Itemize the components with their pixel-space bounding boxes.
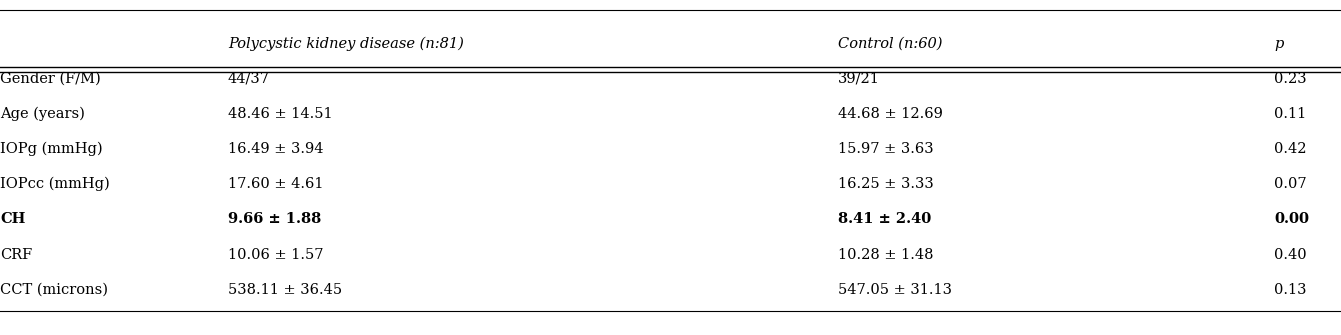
Text: CCT (microns): CCT (microns) bbox=[0, 283, 109, 297]
Text: 39/21: 39/21 bbox=[838, 72, 880, 86]
Text: Polycystic kidney disease (n:81): Polycystic kidney disease (n:81) bbox=[228, 37, 464, 51]
Text: 48.46 ± 14.51: 48.46 ± 14.51 bbox=[228, 107, 333, 121]
Text: 10.28 ± 1.48: 10.28 ± 1.48 bbox=[838, 248, 933, 262]
Text: 9.66 ± 1.88: 9.66 ± 1.88 bbox=[228, 212, 322, 226]
Text: 0.07: 0.07 bbox=[1274, 177, 1306, 191]
Text: IOPg (mmHg): IOPg (mmHg) bbox=[0, 142, 103, 156]
Text: 0.40: 0.40 bbox=[1274, 248, 1306, 262]
Text: Age (years): Age (years) bbox=[0, 107, 84, 121]
Text: Gender (F/M): Gender (F/M) bbox=[0, 72, 101, 86]
Text: 16.25 ± 3.33: 16.25 ± 3.33 bbox=[838, 177, 933, 191]
Text: CRF: CRF bbox=[0, 248, 32, 262]
Text: 16.49 ± 3.94: 16.49 ± 3.94 bbox=[228, 142, 323, 156]
Text: 10.06 ± 1.57: 10.06 ± 1.57 bbox=[228, 248, 323, 262]
Text: 0.13: 0.13 bbox=[1274, 283, 1306, 297]
Text: Control (n:60): Control (n:60) bbox=[838, 37, 943, 51]
Text: 547.05 ± 31.13: 547.05 ± 31.13 bbox=[838, 283, 952, 297]
Text: 0.23: 0.23 bbox=[1274, 72, 1306, 86]
Text: 8.41 ± 2.40: 8.41 ± 2.40 bbox=[838, 212, 932, 226]
Text: CH: CH bbox=[0, 212, 25, 226]
Text: IOPcc (mmHg): IOPcc (mmHg) bbox=[0, 177, 110, 191]
Text: 17.60 ± 4.61: 17.60 ± 4.61 bbox=[228, 177, 323, 191]
Text: 44.68 ± 12.69: 44.68 ± 12.69 bbox=[838, 107, 943, 121]
Text: 0.11: 0.11 bbox=[1274, 107, 1306, 121]
Text: 0.42: 0.42 bbox=[1274, 142, 1306, 156]
Text: 0.00: 0.00 bbox=[1274, 212, 1309, 226]
Text: p: p bbox=[1274, 37, 1283, 51]
Text: 538.11 ± 36.45: 538.11 ± 36.45 bbox=[228, 283, 342, 297]
Text: 44/37: 44/37 bbox=[228, 72, 270, 86]
Text: 15.97 ± 3.63: 15.97 ± 3.63 bbox=[838, 142, 933, 156]
